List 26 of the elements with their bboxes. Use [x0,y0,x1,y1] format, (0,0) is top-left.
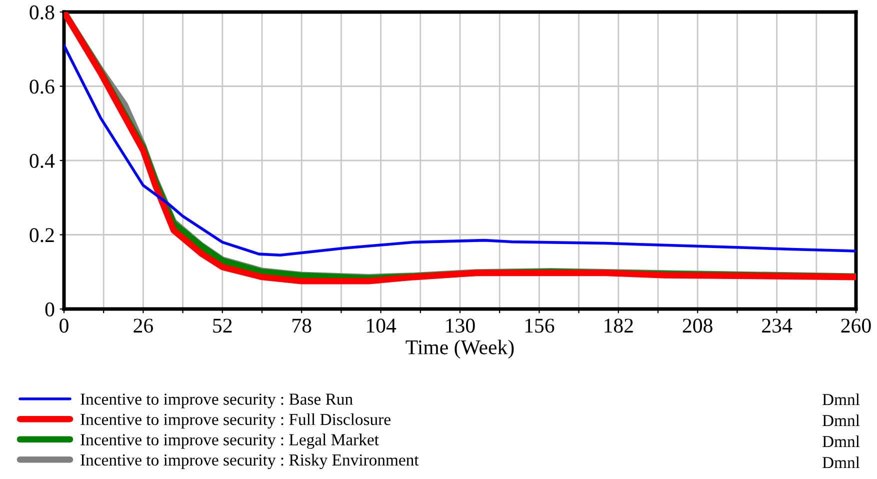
y-tick-label: 0.6 [30,80,54,94]
x-tick-label: 104 [367,318,396,333]
legend-label: Incentive to improve security : Base Run [80,394,353,408]
legend-label: Incentive to improve security : Full Disclosure [80,413,390,429]
y-tick-label: 0.8 [30,5,54,20]
y-tick-label: 0 [45,302,54,316]
x-tick-label: 260 [841,318,871,333]
x-tick-label: 156 [525,318,554,333]
y-tick-label: 0.2 [30,228,54,242]
legend-label: Incentive to improve security : Legal Market [80,434,379,449]
x-tick-label: 208 [682,318,712,333]
legend-label: Incentive to improve security : Risky Environment [80,454,419,470]
x-tick-label: 0 [60,318,68,333]
text: Dmnl [822,456,860,468]
text: Dmnl [822,414,860,426]
y-tick-label: 0.4 [30,154,55,168]
x-tick-label: 52 [213,318,232,333]
line-series [64,44,856,257]
x-tick-label: 78 [292,318,312,333]
x-tick-label: 26 [134,318,153,333]
text: Dmnl [822,435,860,448]
x-axis-title: Time (Week) [406,340,514,359]
text: Dmnl [822,393,860,406]
x-tick-label: 234 [762,318,792,333]
x-tick-label: 182 [604,318,633,333]
x-tick-label: 130 [446,318,475,333]
